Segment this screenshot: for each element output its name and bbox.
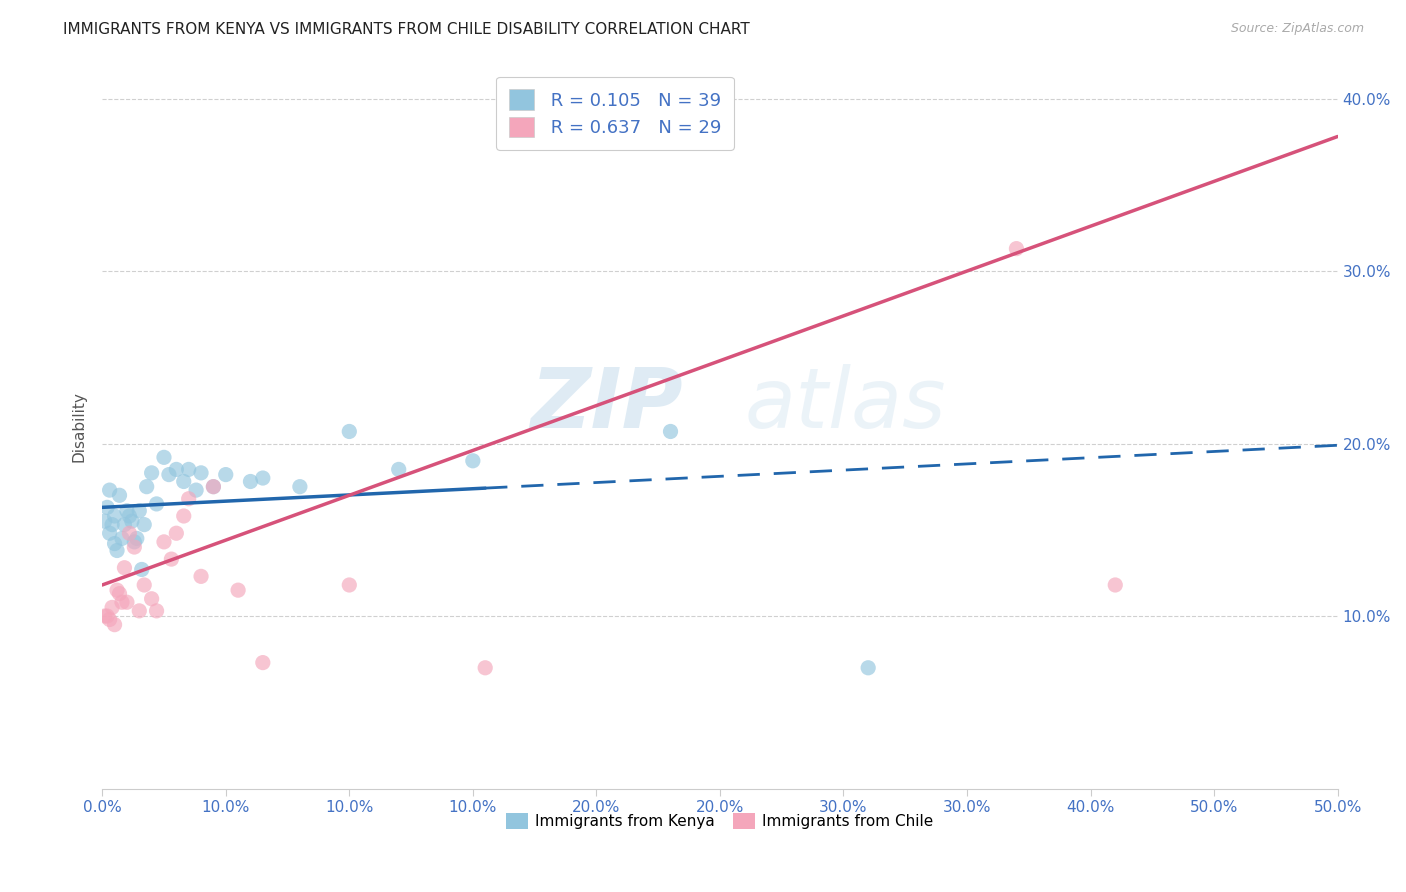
Point [252, 471, 274, 485]
Point [96, 609, 118, 624]
Text: Source: ZipAtlas.com: Source: ZipAtlas.com [1230, 22, 1364, 36]
Point [103, 508, 125, 523]
Point [128, 504, 150, 518]
Point [96, 500, 118, 515]
Point [135, 480, 157, 494]
Point [177, 462, 200, 476]
Point [239, 475, 262, 489]
Point [115, 504, 138, 518]
Point [145, 604, 167, 618]
Point [98, 526, 121, 541]
Y-axis label: Disability: Disability [72, 391, 86, 462]
Point [215, 467, 238, 482]
Text: IMMIGRANTS FROM KENYA VS IMMIGRANTS FROM CHILE DISABILITY CORRELATION CHART: IMMIGRANTS FROM KENYA VS IMMIGRANTS FROM… [63, 22, 749, 37]
Point [118, 508, 141, 523]
Point [128, 604, 150, 618]
Point [101, 600, 124, 615]
Point [160, 552, 183, 566]
Point [105, 583, 128, 598]
Point [115, 595, 138, 609]
Point [125, 532, 148, 546]
Point [124, 534, 146, 549]
Point [659, 425, 682, 439]
Point [461, 454, 484, 468]
Text: atlas: atlas [745, 364, 946, 445]
Point [173, 475, 195, 489]
Point [388, 462, 411, 476]
Point [134, 578, 156, 592]
Point [141, 466, 163, 480]
Point [474, 661, 496, 675]
Point [103, 536, 125, 550]
Point [165, 526, 187, 541]
Point [111, 595, 134, 609]
Point [202, 480, 225, 494]
Point [98, 483, 121, 497]
Point [131, 562, 153, 576]
Point [153, 450, 176, 465]
Point [190, 569, 212, 583]
Point [226, 583, 249, 598]
Legend: Immigrants from Kenya, Immigrants from Chile: Immigrants from Kenya, Immigrants from C… [501, 807, 939, 835]
Point [121, 514, 143, 528]
Point [337, 425, 360, 439]
Point [98, 612, 121, 626]
Point [190, 466, 212, 480]
Point [1005, 242, 1028, 256]
Point [202, 480, 225, 494]
Point [108, 586, 131, 600]
Point [252, 656, 274, 670]
Point [105, 543, 128, 558]
Point [173, 508, 195, 523]
Point [93, 609, 115, 624]
Point [134, 517, 156, 532]
Point [337, 578, 360, 592]
Point [93, 514, 115, 528]
Point [153, 534, 176, 549]
Point [157, 467, 180, 482]
Point [114, 560, 136, 574]
Text: ZIP: ZIP [530, 364, 683, 445]
Point [145, 497, 167, 511]
Point [118, 526, 141, 541]
Point [141, 591, 163, 606]
Point [856, 661, 879, 675]
Point [1104, 578, 1126, 592]
Point [111, 532, 134, 546]
Point [103, 617, 125, 632]
Point [177, 491, 200, 506]
Point [288, 480, 311, 494]
Point [165, 462, 187, 476]
Point [108, 488, 131, 502]
Point [101, 517, 124, 532]
Point [114, 517, 136, 532]
Point [124, 540, 146, 554]
Point [184, 483, 207, 497]
